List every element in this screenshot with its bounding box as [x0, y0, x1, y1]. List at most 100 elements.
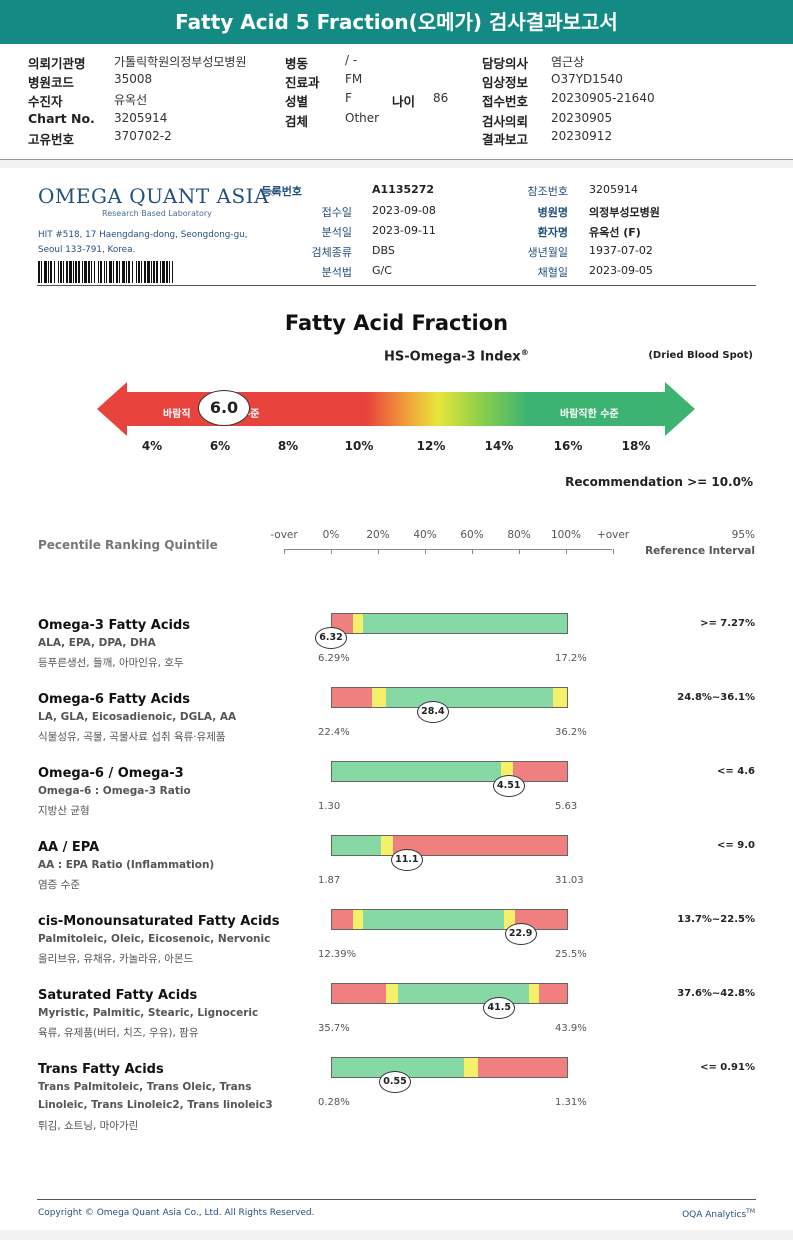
- barcode-bar: [144, 261, 146, 283]
- range-segment: [512, 762, 567, 781]
- metric-range-max: 1.31%: [555, 1097, 587, 1108]
- index-axis-tick: 8%: [277, 439, 299, 453]
- meta-value-patient-name: 유옥선 (F): [589, 226, 641, 239]
- range-segment: [362, 614, 567, 633]
- footer-divider: [37, 1199, 756, 1200]
- info-label-chart-no: Chart No.: [28, 111, 95, 126]
- metric-reference: >= 7.27%: [700, 618, 755, 629]
- metric-components: Omega-6 : Omega-3 Ratio: [38, 785, 191, 797]
- metric-range-min: 1.30: [318, 801, 341, 812]
- percentile-tick: [331, 549, 332, 554]
- barcode-bar: [66, 261, 68, 283]
- metric-components: Palmitoleic, Oleic, Eicosenoic, Nervonic: [38, 933, 271, 945]
- metric-reference: 24.8%~36.1%: [677, 692, 755, 703]
- metric-value-marker: 6.32: [315, 627, 347, 649]
- range-segment: [386, 984, 398, 1003]
- meta-value-birthdate: 1937-07-02: [589, 244, 653, 257]
- metric-range-max: 43.9%: [555, 1023, 587, 1034]
- barcode-bar: [82, 261, 83, 283]
- range-segment: [353, 614, 363, 633]
- metric-name: cis-Monounsaturated Fatty Acids: [38, 914, 280, 929]
- barcode-bar: [48, 261, 49, 283]
- index-axis-tick: 14%: [484, 439, 514, 453]
- reference-interval-pct: 95%: [731, 529, 755, 541]
- info-value-chart-no: 3205914: [114, 111, 168, 125]
- metric-reference: <= 0.91%: [700, 1062, 755, 1073]
- percentile-tick: [425, 549, 426, 554]
- info-label-reception: 접수번호: [482, 94, 529, 109]
- metric-name: Omega-3 Fatty Acids: [38, 618, 191, 633]
- metric-row: Omega-3 Fatty Acids ALA, EPA, DPA, DHA 등푸른…: [0, 613, 793, 692]
- barcode-bar: [54, 261, 55, 283]
- metric-range-min: 22.4%: [318, 727, 350, 738]
- barcode-bar: [106, 261, 107, 283]
- barcode-bar: [63, 261, 64, 283]
- lab-address: HIT #518, 17 Haengdang-dong, Seongdong-g…: [38, 228, 248, 258]
- meta-label-birthdate: 생년월일: [527, 246, 568, 259]
- metric-value-marker: 41.5: [483, 997, 516, 1019]
- range-segment: [332, 762, 502, 781]
- meta-value-method: G/C: [372, 264, 392, 277]
- percentile-label: 80%: [507, 529, 531, 541]
- range-segment: [552, 688, 567, 707]
- range-segment: [381, 836, 394, 855]
- metric-range-bar: [331, 761, 568, 782]
- metric-name: Trans Fatty Acids: [38, 1062, 164, 1077]
- index-axis-tick: 10%: [344, 439, 374, 453]
- info-value-patient: 유옥선: [114, 93, 148, 107]
- metric-range-bar: [331, 983, 568, 1004]
- metric-range-min: 1.87: [318, 875, 341, 886]
- metric-row: AA / EPA AA : EPA Ratio (Inflammation) 염증 …: [0, 835, 793, 914]
- info-label-request-date: 검사의뢰: [482, 114, 529, 129]
- low-zone-label: 바람직: [163, 409, 191, 420]
- index-axis-tick: 16%: [553, 439, 583, 453]
- percentile-label: -over: [270, 529, 298, 541]
- range-segment: [332, 1058, 464, 1077]
- range-segment: [477, 1058, 567, 1077]
- metric-range-bar: [331, 687, 568, 708]
- info-value-ward: / -: [345, 53, 358, 67]
- info-value-clinical: O37YD1540: [551, 72, 623, 86]
- barcode-bar: [104, 261, 105, 283]
- percentile-tick: [566, 549, 567, 554]
- barcode: [38, 261, 173, 283]
- range-segment: [371, 688, 387, 707]
- percentile-tick: [472, 549, 473, 554]
- metric-range-max: 17.2%: [555, 653, 587, 664]
- metric-range-max: 5.63: [555, 801, 578, 812]
- metric-range-min: 35.7%: [318, 1023, 350, 1034]
- info-value-result-date: 20230912: [551, 129, 613, 143]
- info-value-institution: 가톨릭학원의정부성모병원: [114, 55, 247, 69]
- barcode-bar: [73, 261, 74, 283]
- meta-value-collection: 2023-09-05: [589, 264, 653, 277]
- info-value-sex: F: [345, 91, 352, 105]
- barcode-bar: [138, 261, 140, 283]
- info-value-unique-no: 370702-2: [114, 129, 172, 143]
- reference-interval-label: Reference Interval: [645, 545, 755, 557]
- percentile-tick: [519, 549, 520, 554]
- brand-text: OQA Analytics: [682, 1210, 747, 1220]
- barcode-bar: [38, 261, 40, 283]
- barcode-bar: [151, 261, 152, 283]
- barcode-bar: [128, 261, 130, 283]
- info-label-ward: 병동: [285, 56, 309, 71]
- info-value-doctor: 염근상: [551, 55, 585, 69]
- metric-food-sources: 식물성유, 곡물, 곡물사료 섭취 육류·유제품: [38, 731, 226, 743]
- percentile-tick: [284, 549, 285, 554]
- barcode-bar: [94, 261, 95, 283]
- barcode-bar: [113, 261, 114, 283]
- metric-range-max: 25.5%: [555, 949, 587, 960]
- metric-components: ALA, EPA, DPA, DHA: [38, 637, 156, 649]
- meta-label-ref-no: 참조번호: [527, 185, 568, 198]
- range-segment: [538, 984, 567, 1003]
- metric-food-sources: 올리브유, 유채유, 카놀라유, 아몬드: [38, 953, 194, 965]
- metric-food-sources: 튀김, 쇼트닝, 마아가린: [38, 1120, 139, 1132]
- meta-label-hospital: 병원명: [537, 206, 568, 219]
- percentile-label: +over: [596, 529, 630, 541]
- metric-components: Trans Palmitoleic, Trans Oleic, Trans: [38, 1081, 252, 1093]
- info-label-unique-no: 고유번호: [28, 132, 75, 147]
- metric-food-sources: 육류, 유제품(버터, 치즈, 우유), 팜유: [38, 1027, 199, 1039]
- brand-tm: TM: [746, 1208, 755, 1215]
- barcode-bar: [41, 261, 42, 283]
- info-value-specimen: Other: [345, 111, 380, 125]
